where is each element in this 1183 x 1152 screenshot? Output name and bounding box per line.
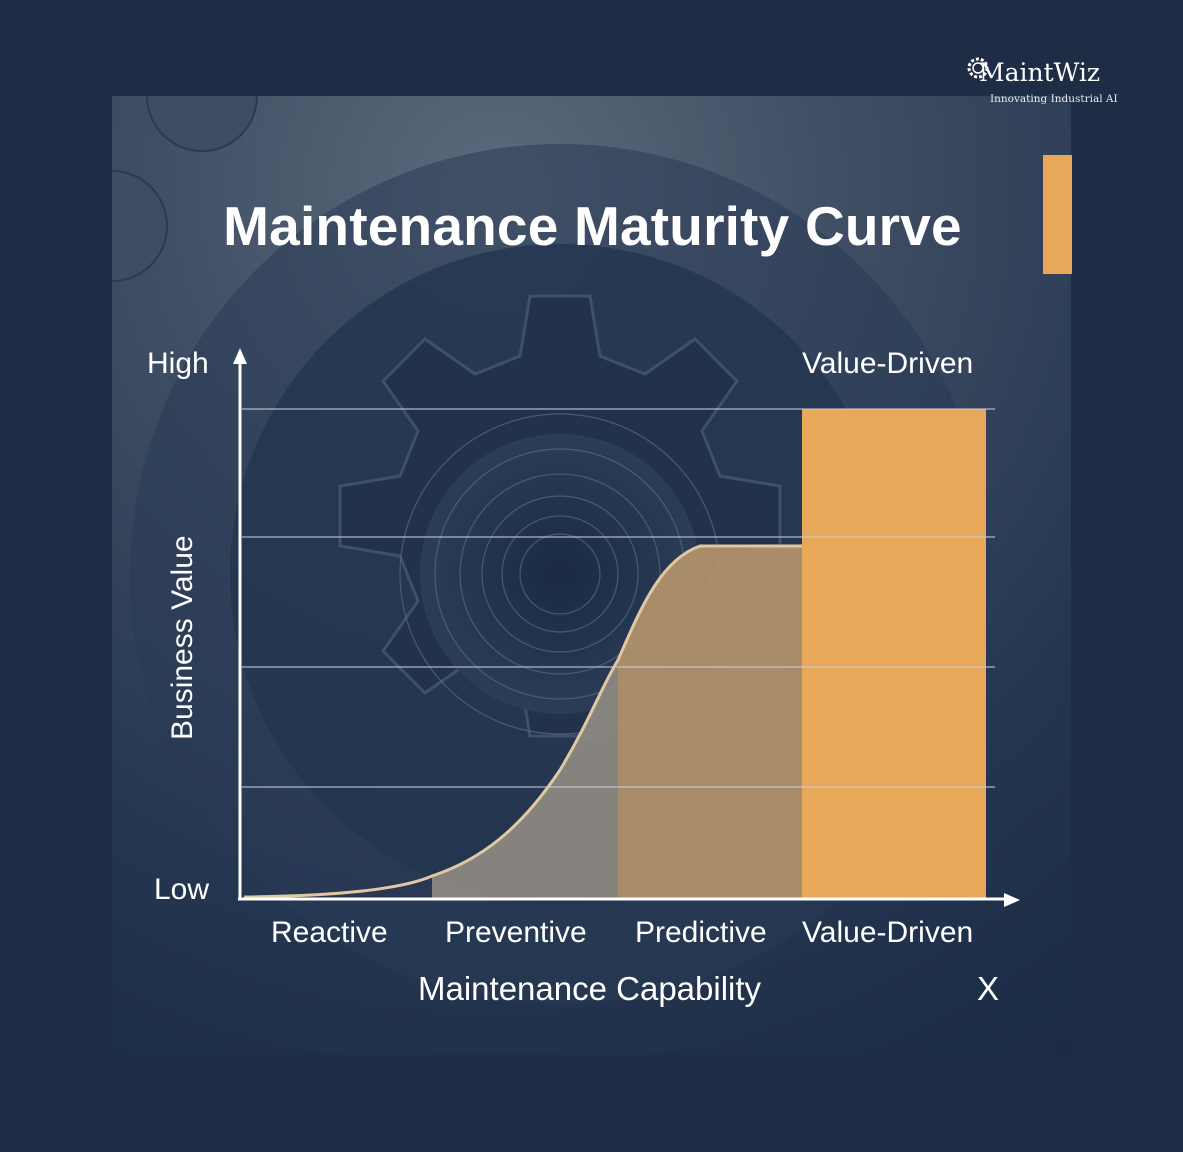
x-tick-preventive: Preventive	[445, 916, 587, 949]
stage-predictive-area	[618, 546, 802, 898]
y-tick-low: Low	[154, 873, 210, 906]
chart-title: Maintenance Maturity Curve	[223, 195, 962, 257]
y-axis-arrow-icon	[233, 348, 247, 364]
brand-name: MaintWiz	[979, 58, 1101, 87]
brand-tagline: Innovating Industrial AI	[990, 93, 1118, 105]
gear-logo-icon	[967, 57, 989, 79]
maturity-curve	[243, 544, 802, 899]
x-axis-end-label: X	[977, 970, 1000, 1007]
accent-bar	[1043, 155, 1072, 274]
brand-logo: MaintWiz Innovating Industrial AI	[965, 52, 1125, 112]
stage-preventive-area	[432, 660, 618, 898]
y-tick-high: High	[147, 347, 209, 380]
x-tick-reactive: Reactive	[271, 916, 388, 949]
top-annotation: Value-Driven	[802, 347, 974, 380]
x-tick-value-driven: Value-Driven	[802, 916, 974, 949]
y-axis-label: Business Value	[166, 535, 199, 740]
x-tick-predictive: Predictive	[635, 916, 767, 949]
stage-value-driven-bar	[802, 409, 986, 898]
stage-reactive-area	[240, 876, 432, 898]
x-axis-label: Maintenance Capability	[418, 970, 762, 1007]
x-axis-arrow-icon	[1004, 893, 1020, 907]
